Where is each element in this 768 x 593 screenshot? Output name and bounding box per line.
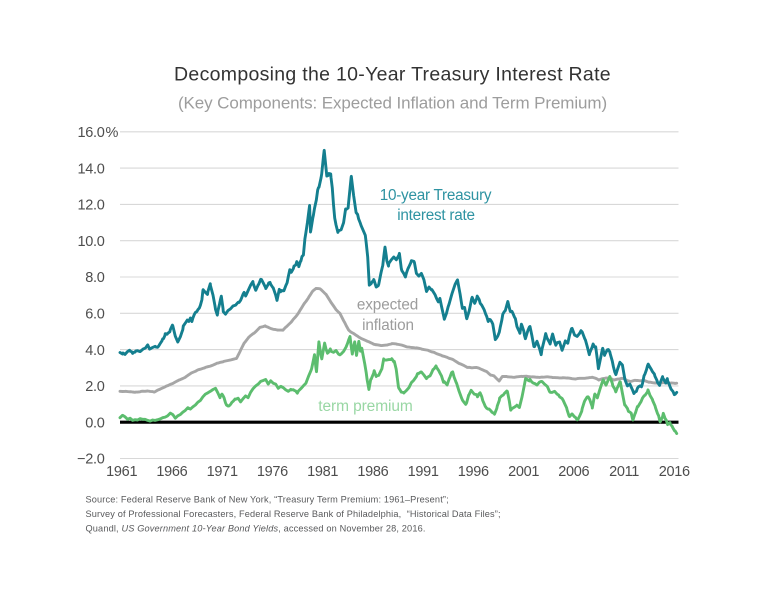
svg-text:6.0: 6.0 [85,307,104,323]
svg-text:2016: 2016 [659,464,690,480]
svg-text:%: % [106,125,119,141]
svg-text:2006: 2006 [558,464,589,480]
svg-text:4.0: 4.0 [85,343,104,359]
svg-text:2.0: 2.0 [85,379,104,395]
svg-text:−2.0: −2.0 [77,452,105,468]
svg-text:Quandl, US Government 10-Year: Quandl, US Government 10-Year Bond Yield… [86,524,426,534]
svg-text:interest rate: interest rate [397,207,475,224]
svg-text:term premium: term premium [318,398,412,415]
svg-text:Decomposing the 10-Year Treasu: Decomposing the 10-Year Treasury Interes… [174,64,611,86]
svg-text:10.0: 10.0 [77,234,104,250]
svg-text:1971: 1971 [207,464,238,480]
svg-text:0.0: 0.0 [85,415,104,431]
svg-text:(Key Components: Expected Infl: (Key Components: Expected Inflation and … [178,94,607,113]
svg-text:2001: 2001 [508,464,539,480]
svg-text:8.0: 8.0 [85,270,104,286]
svg-text:expected: expected [357,297,418,314]
svg-text:Source: Federal Reserve Bank o: Source: Federal Reserve Bank of New York… [86,495,449,505]
svg-text:1961: 1961 [106,464,137,480]
svg-text:14.0: 14.0 [77,161,104,177]
svg-text:16.0: 16.0 [77,125,104,141]
svg-text:inflation: inflation [362,317,414,334]
svg-text:1976: 1976 [257,464,288,480]
svg-text:1966: 1966 [156,464,187,480]
svg-text:1996: 1996 [458,464,489,480]
svg-text:1991: 1991 [408,464,439,480]
svg-text:Survey of Professional Forecas: Survey of Professional Forecasters, Fede… [86,509,501,519]
svg-text:1986: 1986 [357,464,388,480]
svg-text:10-year Treasury: 10-year Treasury [380,187,492,204]
svg-text:1981: 1981 [307,464,338,480]
svg-text:2011: 2011 [609,464,639,480]
svg-text:12.0: 12.0 [77,198,104,214]
